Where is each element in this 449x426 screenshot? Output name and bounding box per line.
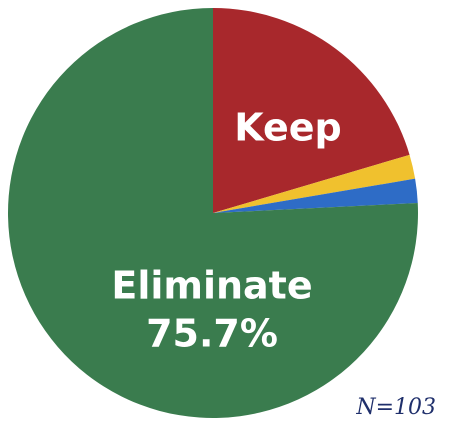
pie-slice [213,154,416,213]
value-label: 75.7% [146,312,278,356]
slice-label: Keep [234,106,342,150]
pie-slice [213,8,410,213]
pie-slice [213,178,418,213]
slice-label: Eliminate [111,264,312,308]
slices [8,8,419,418]
annotation: N=103 [355,395,436,420]
pie-slice [8,8,419,418]
